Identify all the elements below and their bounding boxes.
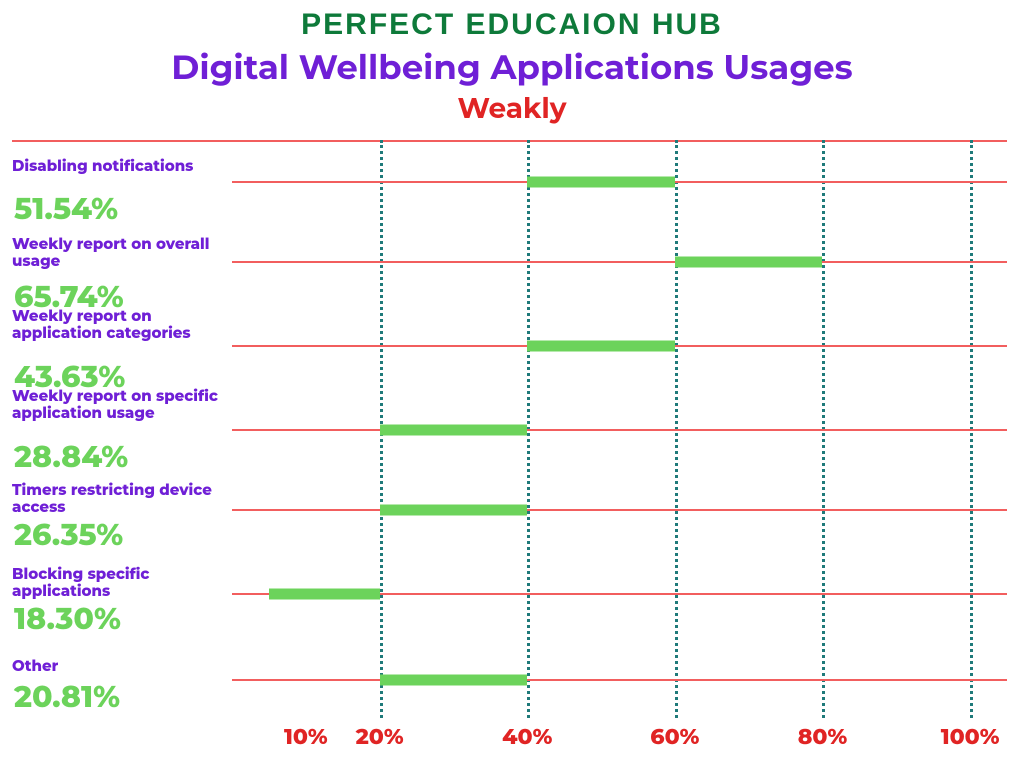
row-baseline <box>232 679 1007 681</box>
chart-row <box>232 674 1007 686</box>
range-bar <box>380 675 528 686</box>
x-axis-label: 20% <box>356 723 404 750</box>
chart-row <box>232 588 1007 600</box>
x-axis-label: 40% <box>502 723 552 750</box>
row-label: Timers restricting device access <box>12 482 230 515</box>
row-baseline <box>232 509 1007 511</box>
row-label: Weekly report on application categories <box>12 308 230 341</box>
plot-region: 10%20%40%60%80%100% <box>232 140 1007 718</box>
row-baseline <box>232 429 1007 431</box>
chart-row <box>232 176 1007 188</box>
chart-subtitle: Weakly <box>0 92 1024 126</box>
range-bar <box>527 177 675 188</box>
row-label: Weekly report on overall usage <box>12 236 230 269</box>
row-percent: 18.30% <box>14 604 232 634</box>
chart-row <box>232 504 1007 516</box>
chart-row <box>232 340 1007 352</box>
top-rule <box>12 140 1007 142</box>
row-label: Disabling notifications <box>12 158 230 175</box>
x-axis-label: 100% <box>941 723 1000 750</box>
range-bar <box>675 257 823 268</box>
row-label: Weekly report on specific application us… <box>12 388 230 421</box>
row-baseline <box>232 261 1007 263</box>
x-axis-label: 80% <box>798 723 848 750</box>
row-percent: 51.54% <box>14 194 232 224</box>
x-axis-label: 10% <box>284 723 328 750</box>
range-bar <box>380 505 528 516</box>
chart-row <box>232 424 1007 436</box>
row-percent: 26.35% <box>14 520 232 550</box>
chart-row <box>232 256 1007 268</box>
chart-area: 10%20%40%60%80%100%Disabling notificatio… <box>12 140 1012 758</box>
row-label: Blocking specific applications <box>12 566 230 599</box>
range-bar <box>527 341 675 352</box>
row-percent: 20.81% <box>14 682 232 712</box>
x-axis-label: 60% <box>650 723 699 750</box>
chart-title: Digital Wellbeing Applications Usages <box>0 46 1024 88</box>
row-percent: 28.84% <box>14 442 232 472</box>
row-label: Other <box>12 658 230 675</box>
range-bar <box>380 425 528 436</box>
brand-title: PERFECT EDUCAION HUB <box>0 8 1024 42</box>
range-bar <box>269 589 380 600</box>
